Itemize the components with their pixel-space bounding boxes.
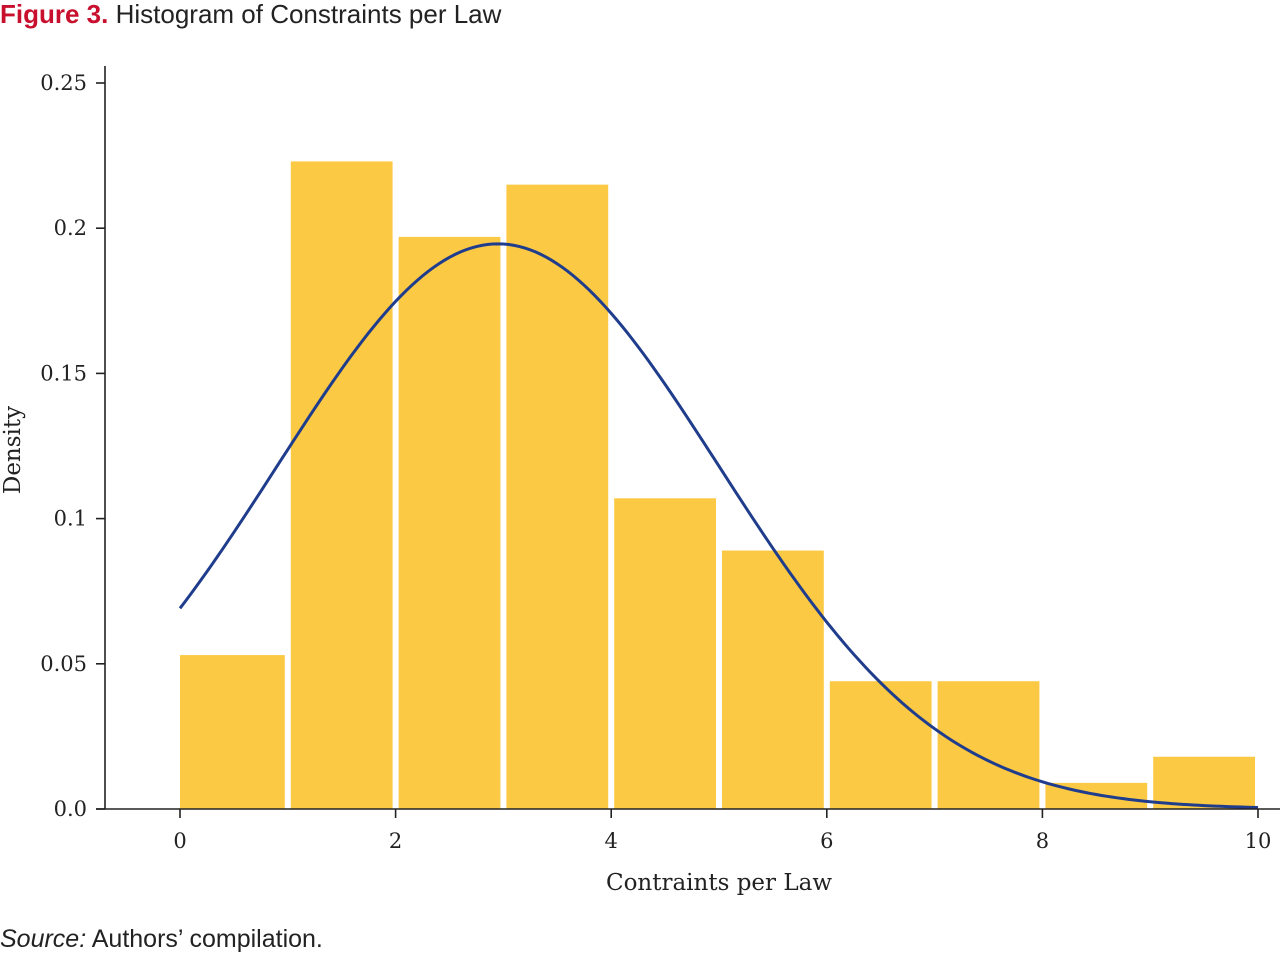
histogram-bar [614,498,716,809]
source-note: Source: Authors’ compilation. [0,924,323,954]
x-tick-label: 2 [389,829,402,853]
histogram-bar [1153,756,1255,809]
histogram-chart: 0.0 0.05 0.1 0.15 0.2 0.25 0 2 4 6 8 10 Density Co… [0,66,1280,896]
x-tick-label: 8 [1036,829,1049,853]
histogram-bar [829,681,932,809]
y-tick-label: 0.1 [54,507,87,531]
histogram-bar [180,655,285,809]
histogram-bar [937,681,1040,809]
histogram-bar [506,184,609,809]
y-tick-label: 0.0 [54,797,87,821]
histogram-bars [180,161,1255,810]
density-curve [178,242,1259,809]
x-tick-label: 0 [173,829,186,853]
y-axis-ticks: 0.0 0.05 0.1 0.15 0.2 0.25 [40,71,105,821]
x-tick-label: 10 [1245,829,1272,853]
x-tick-label: 4 [605,829,618,853]
histogram-bar [398,236,501,810]
x-axis-ticks: 0 2 4 6 8 10 [173,809,1271,853]
histogram-bar [722,550,824,809]
y-tick-label: 0.25 [40,71,87,95]
figure-title-text: Histogram of Constraints per Law [115,0,502,29]
y-tick-label: 0.2 [54,216,87,240]
histogram-bar [290,161,393,809]
y-tick-label: 0.15 [40,361,87,385]
figure-label: Figure 3. [0,0,109,29]
source-label: Source: [0,925,87,953]
figure-title: Figure 3. Histogram of Constraints per L… [0,0,501,30]
y-tick-label: 0.05 [40,652,87,676]
x-axis-title: Contraints per Law [606,870,832,896]
source-text: Authors’ compilation. [91,925,323,953]
y-axis-title: Density [0,406,26,494]
x-tick-label: 6 [820,829,833,853]
